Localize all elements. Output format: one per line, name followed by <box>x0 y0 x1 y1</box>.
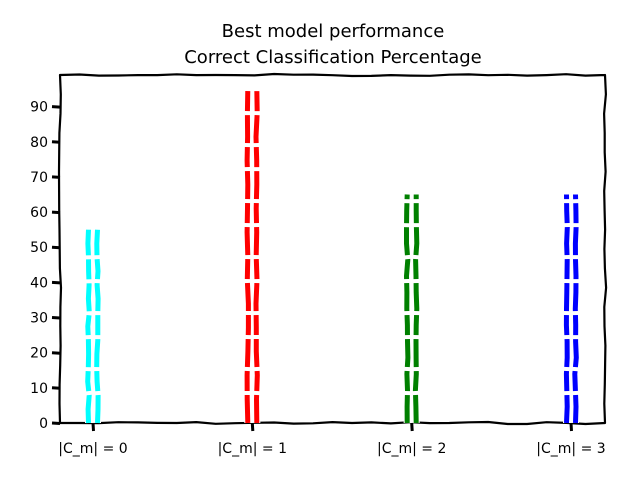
bar-1 <box>244 89 261 424</box>
x-tick <box>250 422 255 432</box>
chart-title-line-1: Best model performance <box>222 21 445 42</box>
bar-3 <box>563 194 579 424</box>
x-axis: |C_m| = 0 |C_m| = 1 |C_m| = 2 |C_m| = 3 <box>58 422 606 457</box>
y-tick <box>51 175 61 179</box>
y-tick <box>51 421 61 425</box>
x-tick <box>569 422 573 432</box>
plot-frame <box>57 72 608 426</box>
bar-stroke <box>85 229 92 424</box>
y-axis: 0 10 20 30 40 50 60 70 80 90 <box>30 100 61 432</box>
y-tick-label: 30 <box>30 311 48 327</box>
bar-stroke <box>94 229 101 424</box>
x-tick-label: |C_m| = 1 <box>218 441 287 457</box>
bar-0 <box>85 229 101 424</box>
y-tick <box>51 351 61 355</box>
y-tick-label: 40 <box>30 275 48 291</box>
y-tick <box>51 105 61 109</box>
bar-stroke <box>412 194 420 424</box>
x-tick <box>410 422 414 432</box>
y-tick <box>51 280 61 285</box>
y-tick-label: 50 <box>30 240 48 256</box>
y-tick-label: 10 <box>30 381 48 397</box>
y-tick <box>51 245 61 250</box>
y-tick-label: 80 <box>30 135 48 151</box>
y-tick <box>51 140 61 144</box>
y-tick-label: 60 <box>30 205 48 221</box>
bar-stroke <box>572 194 579 424</box>
y-tick-label: 90 <box>30 100 48 116</box>
bar-stroke <box>563 194 570 424</box>
x-tick-label: |C_m| = 0 <box>58 441 127 457</box>
y-tick <box>51 386 61 390</box>
x-tick <box>91 422 95 432</box>
y-tick-label: 0 <box>39 416 48 432</box>
chart-title-line-2: Correct Classification Percentage <box>184 47 482 68</box>
bar-2 <box>403 194 420 424</box>
x-tick-label: |C_m| = 3 <box>536 441 605 457</box>
x-tick-label: |C_m| = 2 <box>377 441 446 457</box>
y-tick <box>51 210 61 215</box>
y-tick-label: 20 <box>30 346 48 362</box>
y-tick <box>51 316 61 320</box>
bar-stroke <box>403 194 411 424</box>
bars <box>85 89 579 424</box>
y-tick-label: 70 <box>30 170 48 186</box>
